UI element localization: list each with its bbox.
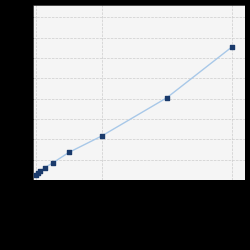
Y-axis label: OD: OD [10, 87, 16, 98]
Point [42, 166, 46, 170]
Point [230, 45, 234, 49]
Point [67, 150, 71, 154]
Point [36, 172, 40, 175]
Point [38, 169, 42, 173]
Point [51, 161, 55, 165]
Point [165, 96, 169, 100]
X-axis label: Human GPR65
Concentration (ng/ml): Human GPR65 Concentration (ng/ml) [100, 192, 178, 205]
Point [100, 134, 103, 138]
Point [34, 173, 38, 177]
